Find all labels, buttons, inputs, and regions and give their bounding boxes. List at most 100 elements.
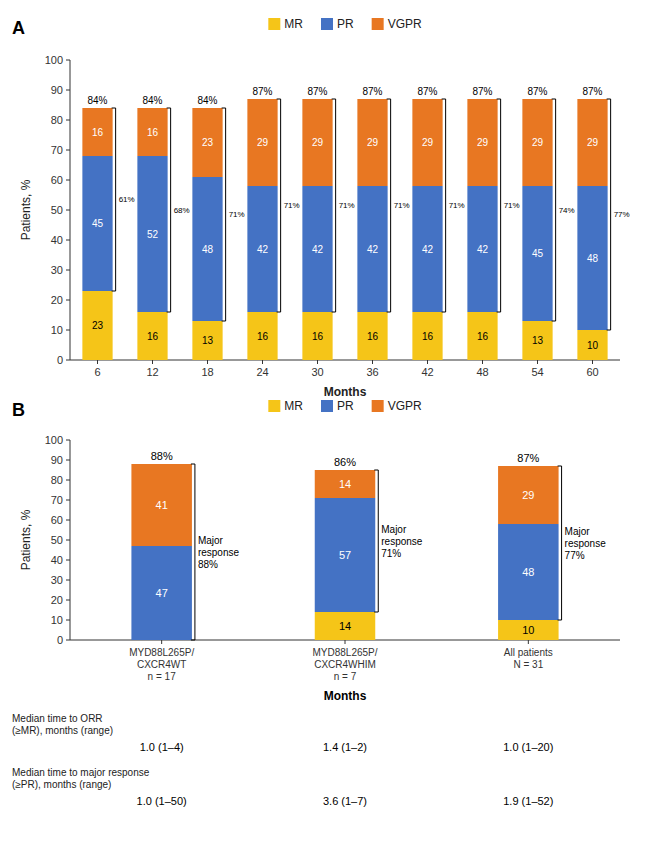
x-tick [482, 360, 483, 364]
text-line: 24 [256, 366, 268, 378]
data-label: 13 [202, 335, 214, 346]
bar-segment [357, 312, 387, 360]
x-tick-label: 54 [531, 366, 543, 378]
text-line: 71% [504, 201, 520, 210]
bar-segment [498, 620, 559, 640]
data-label: 16 [422, 331, 434, 342]
data-label: 16 [477, 331, 489, 342]
bar-segment [315, 470, 376, 498]
y-tick [66, 500, 70, 501]
y-tick [66, 620, 70, 621]
legend-swatch [268, 400, 280, 412]
bar-segment [302, 99, 332, 186]
bracket [558, 466, 562, 620]
x-tick-label: 36 [366, 366, 378, 378]
y-tick [66, 580, 70, 581]
legend-entry: VGPR [388, 399, 422, 413]
x-tick [262, 360, 263, 364]
text-line: Major [381, 524, 407, 535]
major-response-label: Majorresponse71% [381, 524, 423, 559]
y-tick-label: 40 [51, 554, 63, 566]
major-response-label: 71% [339, 201, 355, 210]
table-cell: 1.0 (1–20) [503, 741, 553, 753]
bar-segment [82, 291, 112, 360]
bar-segment [577, 186, 607, 330]
data-label: 23 [202, 137, 214, 148]
text-line: 68% [174, 206, 190, 215]
x-tick-label: MYD88L265P/CXCR4WTn = 17 [129, 647, 194, 682]
x-tick-label: 18 [201, 366, 213, 378]
text-line: 74% [559, 206, 575, 215]
bar-segment [357, 99, 387, 186]
text-line: 77% [565, 550, 585, 561]
legend-swatch [268, 18, 280, 30]
y-tick-label: 60 [51, 174, 63, 186]
x-tick [317, 360, 318, 364]
data-label: 42 [257, 244, 269, 255]
bracket [387, 99, 391, 312]
data-label: 52 [147, 229, 159, 240]
bracket [167, 108, 171, 312]
legend-entry: PR [337, 399, 354, 413]
bar-segment [137, 108, 167, 156]
y-tick-label: 30 [51, 574, 63, 586]
y-tick [66, 520, 70, 521]
y-tick [66, 270, 70, 271]
bar-segment [315, 498, 376, 612]
bracket [607, 99, 611, 330]
y-tick-label: 20 [51, 294, 63, 306]
bracket [277, 99, 281, 312]
bar-segment [577, 330, 607, 360]
orr-label: 87% [417, 86, 437, 97]
labels: 474114571410482988%86%87%Majorresponse88… [151, 450, 607, 640]
data-label: 48 [202, 244, 214, 255]
data-label: 29 [257, 137, 269, 148]
bar-segment [467, 312, 497, 360]
bars [82, 99, 607, 360]
major-response-label: 71% [229, 210, 245, 219]
text-line: 88% [198, 559, 218, 570]
data-label: 16 [92, 127, 104, 138]
bar-segment [192, 108, 222, 177]
text-line: response [565, 538, 607, 549]
data-label: 29 [367, 137, 379, 148]
data-label: 29 [477, 137, 489, 148]
y-tick [66, 600, 70, 601]
bar-segment [522, 186, 552, 321]
y-tick-label: 90 [51, 84, 63, 96]
y-tick-label: 70 [51, 494, 63, 506]
x-tick [427, 360, 428, 364]
data-label: 48 [587, 253, 599, 264]
data-label: 42 [422, 244, 434, 255]
x-tick [537, 360, 538, 364]
bar-segment [82, 108, 112, 156]
legend-entry: MR [284, 399, 303, 413]
bar-segment [498, 466, 559, 524]
text-line: Median time to ORR [12, 713, 103, 724]
text-line: CXCR4WHIM [314, 659, 376, 670]
text-line: Major [198, 535, 224, 546]
text-line: 48 [476, 366, 488, 378]
major-response-label: 68% [174, 206, 190, 215]
legend-entry: PR [337, 17, 354, 31]
bar-segment [192, 321, 222, 360]
data-label: 45 [532, 248, 544, 259]
orr-label: 87% [307, 86, 327, 97]
text-line: 60 [586, 366, 598, 378]
text-line: n = 7 [334, 671, 357, 682]
x-tick-label: 42 [421, 366, 433, 378]
major-response-label: 71% [504, 201, 520, 210]
x-tick [345, 640, 346, 644]
x-tick [152, 360, 153, 364]
bracket [191, 464, 195, 640]
text-line: n = 17 [148, 671, 177, 682]
y-tick [66, 60, 70, 61]
major-response-label: 71% [284, 201, 300, 210]
bar-segment [467, 99, 497, 186]
y-tick [66, 240, 70, 241]
bar-segment [412, 312, 442, 360]
bar-segment [522, 321, 552, 360]
x-tick [97, 360, 98, 364]
text-line: (≥MR), months (range) [12, 725, 113, 736]
data-label: 10 [587, 340, 599, 351]
